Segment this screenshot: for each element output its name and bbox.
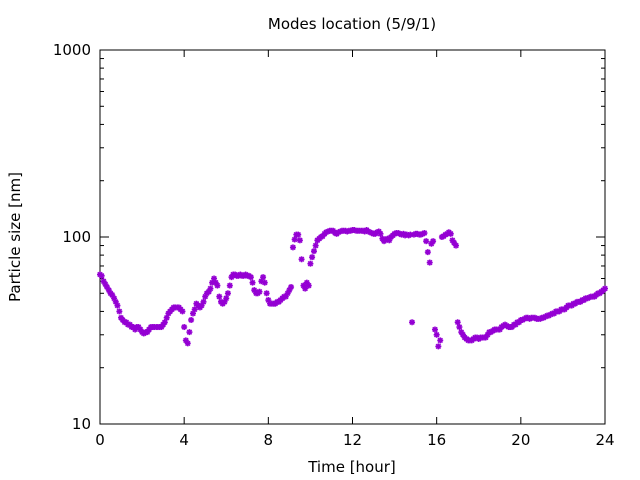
data-point — [207, 285, 214, 292]
data-point — [307, 260, 314, 267]
x-tick-label: 16 — [427, 431, 446, 449]
data-point — [456, 324, 463, 331]
data-point — [430, 238, 437, 245]
x-tick-label: 0 — [95, 431, 105, 449]
data-point — [431, 326, 438, 333]
x-tick-label: 24 — [595, 431, 614, 449]
data-point — [226, 282, 233, 289]
data-point — [296, 237, 303, 244]
data-point — [216, 293, 223, 300]
data-point — [426, 259, 433, 266]
x-tick-label: 8 — [264, 431, 274, 449]
data-point — [409, 319, 416, 326]
data-point — [312, 242, 319, 249]
data-point — [454, 319, 461, 326]
y-tick-label: 10 — [72, 415, 91, 433]
data-point — [188, 316, 195, 323]
data-point — [295, 231, 302, 238]
data-point — [184, 340, 191, 347]
data-point — [247, 274, 254, 281]
data-point — [261, 279, 268, 286]
plot-frame — [99, 49, 606, 425]
y-axis-label: Particle size [nm] — [6, 172, 24, 302]
x-tick-label: 20 — [511, 431, 530, 449]
data-point — [453, 242, 460, 249]
y-minor-ticks — [100, 58, 605, 369]
x-tick-label: 12 — [343, 431, 362, 449]
chart-title: Modes location (5/9/1) — [268, 15, 436, 33]
x-axis-ticks: 0 4 8 12 16 20 24 — [95, 50, 615, 449]
data-point — [114, 302, 121, 309]
data-point — [291, 236, 298, 243]
data-point — [288, 284, 295, 291]
data-point — [224, 290, 231, 297]
y-tick-label: 1000 — [53, 41, 91, 59]
data-point — [309, 254, 316, 261]
data-point — [116, 308, 123, 315]
data-point — [181, 324, 188, 331]
data-point — [437, 337, 444, 344]
data-point — [98, 272, 105, 279]
data-point — [263, 290, 270, 297]
data-point — [161, 319, 168, 326]
data-point — [305, 282, 312, 289]
data-point — [223, 295, 230, 302]
data-point — [191, 306, 198, 313]
data-point — [249, 279, 256, 286]
y-axis-ticks: 10 100 1000 — [53, 41, 605, 433]
data-point — [282, 293, 289, 300]
data-points — [97, 227, 608, 350]
data-point — [256, 288, 263, 295]
data-point — [179, 308, 186, 315]
data-point — [423, 238, 430, 245]
data-point — [447, 230, 454, 237]
x-tick-label: 4 — [179, 431, 189, 449]
data-point — [298, 256, 305, 263]
y-tick-label: 100 — [62, 228, 91, 246]
data-point — [377, 230, 384, 237]
data-point — [421, 230, 428, 237]
data-point — [602, 285, 608, 292]
x-axis-label: Time [hour] — [307, 458, 396, 476]
data-point — [214, 282, 221, 289]
data-point — [424, 249, 431, 256]
data-point — [260, 274, 267, 281]
plot-area: 0 4 8 12 16 20 24 10 100 1000 — [53, 41, 615, 449]
data-point — [289, 244, 296, 251]
data-point — [310, 248, 317, 255]
data-point — [200, 298, 207, 305]
data-point — [433, 331, 440, 338]
data-point — [435, 343, 442, 350]
data-point — [186, 329, 193, 336]
